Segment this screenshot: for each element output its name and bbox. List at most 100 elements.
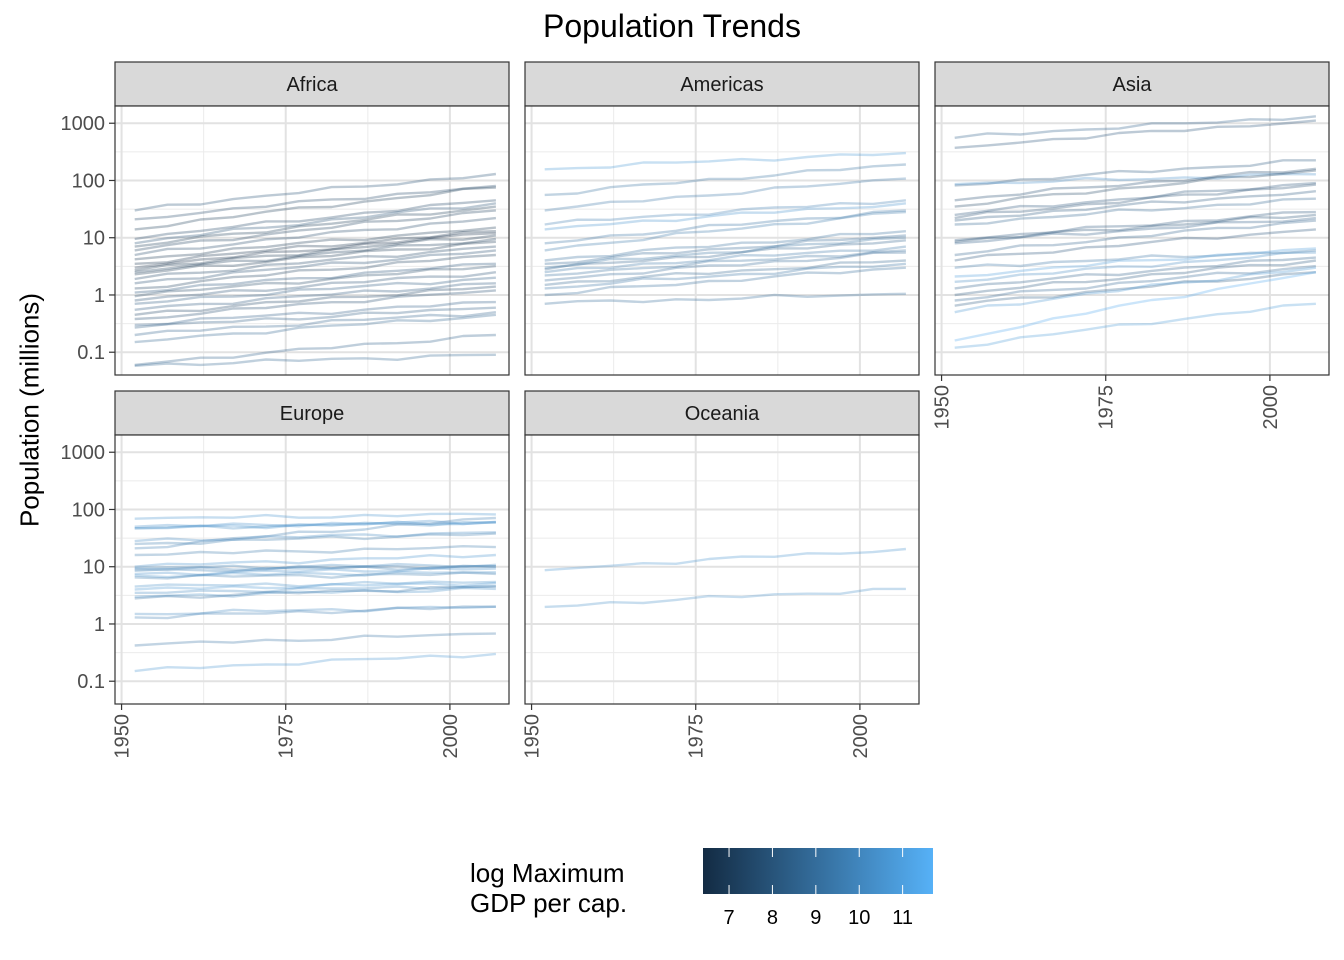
series-line (544, 199, 907, 226)
series-line (134, 205, 497, 248)
facet-panel-africa: Africa 0.1 1 10 100 1000 (61, 61, 510, 376)
x-tick-label: 2000 (1260, 385, 1282, 430)
legend-tick-label: 8 (767, 907, 778, 929)
series-line (134, 184, 496, 221)
series-line (134, 313, 497, 344)
series-line (134, 253, 496, 290)
series-line (134, 271, 497, 302)
series-line (544, 210, 906, 252)
series-line (134, 545, 496, 557)
series-line (134, 276, 496, 305)
chart-title: Population Trends (543, 8, 801, 44)
series-line (134, 264, 497, 298)
series-line (134, 199, 496, 241)
series-line (134, 564, 496, 573)
series-line (954, 159, 1316, 187)
series-line (134, 585, 496, 600)
y-tick-label: 100 (72, 499, 105, 521)
series-line (544, 230, 907, 262)
series-line (134, 249, 497, 285)
series-line (134, 237, 497, 274)
legend-title-line1: log Maximum (470, 858, 625, 888)
facet-panel-asia: Asia 1950 1975 2000 (932, 61, 1330, 430)
y-tick-label: 10 (83, 228, 105, 250)
series-line (134, 230, 496, 265)
panel-border (934, 105, 1330, 376)
series-line (954, 266, 1317, 314)
legend-tick-label: 7 (723, 907, 734, 929)
series-line (544, 163, 906, 197)
panel-background (115, 435, 509, 704)
series-line (134, 571, 496, 580)
series-line (954, 183, 1317, 220)
series-line (134, 521, 496, 530)
series-line (544, 209, 906, 245)
panel-border (524, 434, 920, 705)
series-line (544, 245, 907, 274)
series-line (544, 259, 906, 287)
y-tick-label: 1 (94, 614, 105, 636)
series-line (134, 245, 496, 281)
x-tick-label: 1950 (112, 714, 134, 759)
facet-strip (114, 61, 510, 107)
series-line (954, 213, 1317, 243)
series-line (134, 580, 496, 588)
series-line (954, 216, 1317, 245)
panel-background (115, 106, 509, 375)
series-line (954, 271, 1316, 307)
series-line (134, 226, 497, 261)
series-line (544, 249, 906, 277)
series-line (134, 531, 496, 543)
series-line (544, 202, 907, 231)
series-line (134, 186, 496, 231)
x-tick-label: 1950 (522, 714, 544, 759)
series-line (954, 172, 1316, 186)
series-line (134, 586, 496, 598)
series-line (134, 581, 497, 591)
series-line (134, 532, 496, 546)
x-tick-label: 2000 (850, 714, 872, 759)
x-tick-label: 1950 (932, 385, 954, 430)
series-line (134, 353, 496, 367)
series-line (134, 605, 496, 616)
y-tick-label: 100 (72, 170, 105, 192)
series-line (544, 251, 906, 282)
panel-background (525, 435, 919, 704)
series-line (954, 197, 1316, 226)
series-line (134, 232, 496, 269)
y-tick-label: 10 (83, 557, 105, 579)
series-line (954, 247, 1316, 278)
series-line (544, 292, 906, 305)
series-line (134, 240, 496, 276)
series-line (544, 236, 906, 269)
series-line (134, 605, 496, 620)
panel-border (114, 105, 510, 376)
series-line (954, 259, 1317, 297)
series-line (134, 584, 496, 594)
series-line (134, 562, 496, 570)
series-line (954, 249, 1316, 269)
panel-background (525, 106, 919, 375)
panel-border (524, 105, 920, 376)
legend: 7 8 9 10 11 (703, 848, 933, 929)
y-tick-label: 1 (94, 285, 105, 307)
x-tick-label: 1975 (1096, 385, 1118, 430)
series-line (544, 177, 906, 212)
series-line (544, 587, 906, 609)
series-line (134, 632, 496, 647)
series-line (134, 311, 497, 337)
series-line (134, 282, 496, 311)
series-line (954, 119, 1317, 149)
series-line (954, 264, 1317, 302)
legend-title-line2: GDP per cap. (470, 888, 628, 918)
series-line (954, 302, 1316, 349)
series-line (134, 519, 496, 528)
series-line (954, 115, 1317, 139)
series-line (134, 553, 496, 568)
legend-title: log Maximum GDP per cap. (470, 858, 685, 918)
facet-strip (934, 61, 1330, 107)
series-line (134, 566, 496, 577)
y-tick-label: 0.1 (77, 671, 105, 693)
series-line (954, 190, 1317, 222)
legend-tick-label: 11 (892, 907, 913, 929)
